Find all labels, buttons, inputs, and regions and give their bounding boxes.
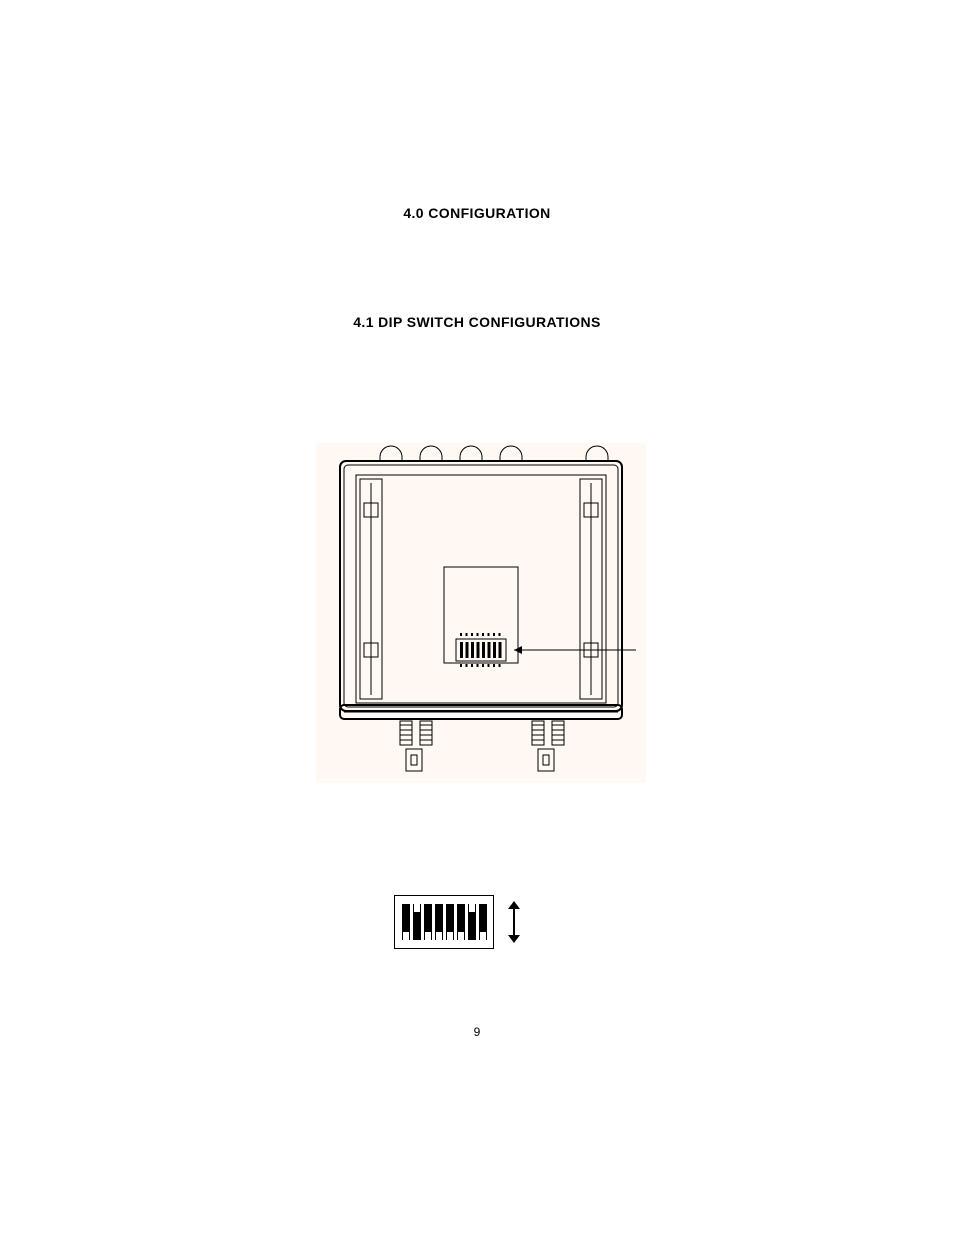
section-heading-sub: 4.1 DIP SWITCH CONFIGURATIONS — [0, 314, 954, 330]
dip-switch-svg — [394, 895, 494, 949]
device-svg — [316, 443, 646, 783]
dip-switch-detail — [394, 895, 494, 949]
page: 4.0 CONFIGURATION 4.1 DIP SWITCH CONFIGU… — [0, 0, 954, 1235]
section-heading-main: 4.0 CONFIGURATION — [0, 205, 954, 221]
device-diagram — [316, 443, 646, 783]
direction-arrow — [506, 895, 530, 949]
page-number: 9 — [0, 1025, 954, 1039]
arrow-svg — [506, 895, 530, 949]
